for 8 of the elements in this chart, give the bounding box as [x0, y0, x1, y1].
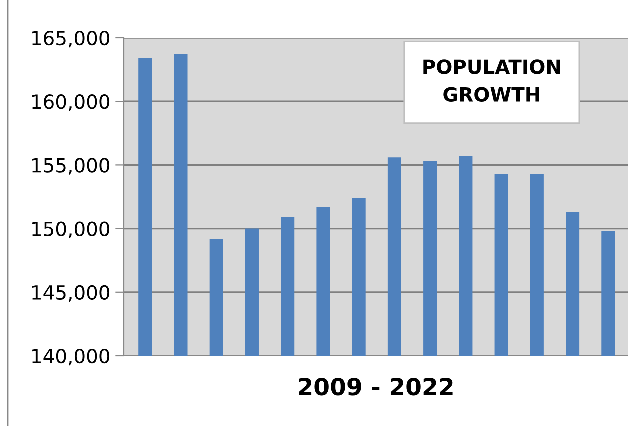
- x-axis-title: 2009 - 2022: [299, 378, 453, 396]
- y-tick-label: 160,000: [32, 94, 110, 112]
- y-tick-label: 165,000: [32, 30, 110, 48]
- y-tick-label: 145,000: [32, 285, 110, 302]
- y-tick-label: 155,000: [32, 158, 110, 175]
- y-tick-label: 140,000: [32, 348, 110, 366]
- text: POPULATION GROWTH: [424, 60, 560, 102]
- y-tick-label: 150,000: [32, 222, 110, 238]
